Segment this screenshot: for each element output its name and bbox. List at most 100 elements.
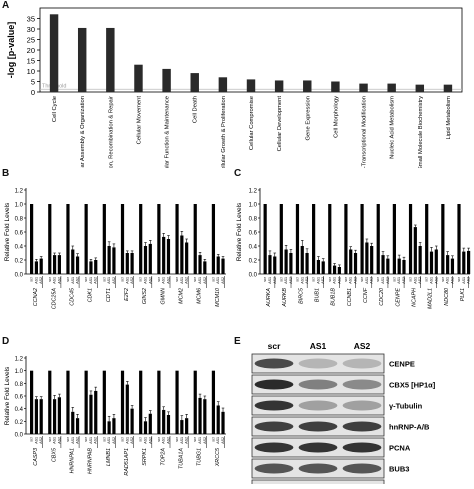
protein-band xyxy=(342,358,382,369)
category-label: Cellular Development xyxy=(277,96,283,152)
bar xyxy=(143,246,148,274)
protein-band xyxy=(298,379,338,390)
bar xyxy=(434,249,438,274)
bar xyxy=(446,255,450,274)
bar-label: scr xyxy=(121,436,125,442)
protein-band xyxy=(298,400,338,411)
bar-label: AS2 xyxy=(185,437,189,444)
bar xyxy=(190,73,199,92)
bar xyxy=(34,399,38,434)
gene-label: LMNB1 xyxy=(106,448,112,466)
category-label: Cellular Movement xyxy=(136,96,142,145)
bar xyxy=(175,370,179,434)
bar-label: scr xyxy=(66,436,70,442)
lane-label: AS2 xyxy=(354,341,371,351)
bar xyxy=(34,261,38,274)
bar xyxy=(84,370,88,434)
y-tick-label: 0.2 xyxy=(15,259,24,265)
bar xyxy=(316,260,321,274)
bar xyxy=(106,27,115,93)
bar xyxy=(457,204,461,274)
bar xyxy=(89,261,93,274)
bar xyxy=(349,249,353,274)
bar xyxy=(408,204,413,274)
bar xyxy=(66,204,70,274)
bar-label: scr xyxy=(193,276,197,282)
bar xyxy=(337,267,341,274)
protein-band xyxy=(298,442,338,453)
bar xyxy=(211,370,216,434)
y-tick-label: 1.2 xyxy=(249,189,258,195)
bar-label: scr xyxy=(157,436,161,442)
bar-label: AS2 xyxy=(112,437,116,444)
gene-label: CCNA2 xyxy=(33,288,39,306)
bar-label: AS2 xyxy=(221,437,225,444)
bar-label: scr xyxy=(102,436,106,442)
bar xyxy=(397,258,401,274)
protein-band xyxy=(342,463,382,474)
bar xyxy=(279,204,283,274)
protein-label: PCNA xyxy=(389,444,411,453)
gene-label: MCM10 xyxy=(215,288,221,307)
y-tick-label: 0.8 xyxy=(249,217,258,223)
y-tick-label: 25 xyxy=(27,36,35,45)
bar xyxy=(312,204,316,274)
gene-label: BUB1 xyxy=(315,288,321,302)
y-tick-label: 30 xyxy=(27,25,35,34)
bar xyxy=(198,397,202,434)
bar xyxy=(57,397,61,434)
bar-label: scr xyxy=(211,436,215,442)
bar xyxy=(443,84,453,92)
bar-label: AS1 xyxy=(349,277,353,284)
bar-label: scr xyxy=(312,276,316,282)
gene-label: TUBG1 xyxy=(197,448,203,466)
bar-label: scr xyxy=(157,276,161,282)
y-tick-label: 10 xyxy=(27,67,35,76)
bar xyxy=(211,204,216,274)
bar xyxy=(418,246,422,274)
y-tick-label: 0.4 xyxy=(15,407,24,413)
bar xyxy=(71,411,75,434)
gene-label: NCAPH xyxy=(411,288,417,307)
gene-label: BIRC5 xyxy=(298,287,304,304)
bar xyxy=(162,409,166,434)
y-axis-label: Relative Fold Levels xyxy=(236,202,243,261)
panel-c: C 0.0 0.2 0.4 0.6 0.8 1.0 1.2 Relative Fold Lev… xyxy=(232,168,474,336)
protein-band xyxy=(254,379,294,390)
mitosis-genes-chart: 0.0 0.2 0.4 0.6 0.8 1.0 1.2 Relative Fold Level… xyxy=(236,188,471,309)
bar xyxy=(166,415,171,434)
bar-label: AS1 xyxy=(462,277,466,284)
bar-label: AS2 xyxy=(130,277,134,284)
bar xyxy=(180,235,184,274)
bar xyxy=(392,204,396,274)
bar-label: scr xyxy=(102,276,106,282)
y-tick-label: 0.2 xyxy=(249,259,258,265)
bar xyxy=(162,236,166,274)
bar xyxy=(57,255,61,274)
bar-label: AS2 xyxy=(166,437,170,444)
y-tick-label: 0.0 xyxy=(15,433,24,439)
bar-label: AS2 xyxy=(57,437,61,444)
bar-label: AS2 xyxy=(57,277,61,284)
bar-label: AS2 xyxy=(148,277,152,284)
gene-label: E2F2 xyxy=(124,288,130,301)
category-label: Cell Morphology xyxy=(333,96,339,138)
bar xyxy=(185,242,189,274)
bar xyxy=(221,258,225,274)
y-tick-label: 1.2 xyxy=(15,357,24,363)
gene-label: CCNF xyxy=(363,287,369,303)
bar xyxy=(148,243,152,274)
bar xyxy=(94,260,98,274)
protein-band xyxy=(254,400,294,411)
gene-label: CDC25A xyxy=(51,288,57,310)
bar xyxy=(221,411,225,434)
bar-label: scr xyxy=(121,276,125,282)
protein-band xyxy=(342,379,382,390)
bar-label: AS1 xyxy=(446,277,450,284)
bar-label: AS1 xyxy=(300,277,304,284)
gene-label: AURKA xyxy=(266,288,272,308)
bar-label: scr xyxy=(30,436,34,442)
gene-label: CBX5 xyxy=(51,447,57,462)
bar xyxy=(157,204,161,274)
y-tick-label: 0.4 xyxy=(15,245,24,251)
